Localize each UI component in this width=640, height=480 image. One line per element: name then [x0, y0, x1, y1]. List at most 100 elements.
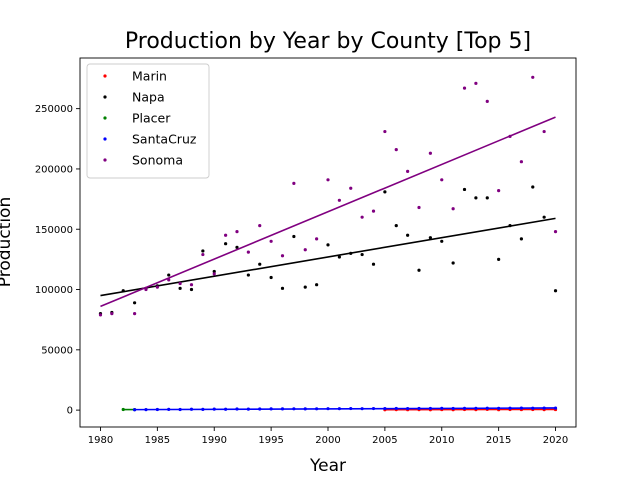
x-tick-label: 1980: [88, 435, 113, 446]
data-point-sonoma: [98, 313, 103, 317]
y-tick-label: 100000: [35, 285, 73, 296]
trend-line-napa: [100, 217, 556, 297]
data-point-napa: [360, 252, 364, 257]
data-point-sonoma: [144, 287, 148, 292]
data-point-napa: [178, 286, 182, 290]
data-point-napa: [542, 215, 546, 219]
trend-line-sonoma: [100, 116, 556, 308]
data-point-sonoma: [553, 230, 558, 234]
data-point-sonoma: [497, 189, 501, 193]
data-point-sonoma: [315, 237, 319, 241]
data-point-sonoma: [417, 205, 421, 210]
data-point-napa: [167, 273, 171, 277]
series-sonoma: [98, 75, 558, 317]
data-point-napa: [189, 287, 194, 292]
y-tick-label: 150000: [35, 225, 73, 236]
series-santacruz: [133, 406, 558, 412]
data-point-sonoma: [451, 207, 455, 211]
series-layer: [98, 75, 558, 412]
data-point-sonoma: [110, 312, 114, 316]
data-point-napa: [212, 269, 216, 274]
data-point-sonoma: [269, 239, 273, 243]
x-tick-label: 2000: [315, 435, 340, 446]
data-point-napa: [440, 239, 444, 243]
x-tick-label: 2005: [372, 435, 397, 446]
data-point-sonoma: [371, 209, 376, 213]
data-point-napa: [269, 275, 273, 280]
data-point-sonoma: [201, 252, 205, 257]
data-point-sonoma: [531, 75, 535, 79]
data-point-napa: [326, 243, 330, 247]
data-point-sonoma: [246, 250, 250, 254]
legend-label-marin: Marin: [132, 68, 167, 83]
data-point-napa: [462, 187, 467, 192]
data-point-napa: [553, 289, 558, 293]
x-axis-label: Year: [309, 456, 346, 476]
chart-title: Production by Year by County [Top 5]: [125, 29, 531, 54]
y-tick-label: 50000: [41, 345, 73, 356]
data-point-napa: [531, 185, 535, 189]
data-point-napa: [428, 236, 432, 240]
data-point-napa: [497, 257, 501, 261]
data-point-sonoma: [360, 215, 364, 219]
data-point-sonoma: [303, 248, 307, 252]
data-point-napa: [417, 268, 421, 272]
data-point-sonoma: [519, 160, 523, 164]
x-tick-label: 1990: [202, 435, 227, 446]
legend: Marin Napa Placer SantaCruz Sonoma: [86, 63, 210, 179]
data-point-napa: [383, 190, 387, 194]
data-point-napa: [258, 262, 262, 266]
x-tick-label: 1995: [258, 435, 283, 446]
data-point-napa: [201, 249, 205, 253]
data-point-napa: [337, 255, 341, 259]
legend-marker-marin: [103, 74, 107, 78]
data-point-sonoma: [542, 129, 546, 134]
data-point-sonoma: [292, 181, 296, 186]
tick-layer: 1980 1985 1990 1995 2000 2005 2010 2015 2020 0 500…: [35, 104, 568, 446]
data-point-napa: [485, 196, 489, 200]
data-point-sonoma: [337, 198, 341, 202]
data-point-napa: [280, 286, 285, 290]
data-point-napa: [292, 234, 296, 239]
data-point-sonoma: [349, 186, 353, 190]
data-point-sonoma: [280, 254, 285, 258]
data-point-napa: [133, 301, 137, 305]
legend-marker-santacruz: [103, 137, 107, 141]
data-point-sonoma: [178, 281, 182, 286]
data-point-napa: [224, 242, 228, 246]
data-point-sonoma: [212, 272, 216, 276]
data-point-sonoma: [326, 178, 330, 182]
y-tick-label: 0: [67, 406, 73, 417]
legend-label-napa: Napa: [132, 89, 165, 104]
data-point-sonoma: [485, 99, 489, 104]
data-point-sonoma: [474, 81, 478, 85]
data-point-napa: [474, 196, 478, 200]
data-point-napa: [235, 245, 239, 249]
legend-label-sonoma: Sonoma: [132, 152, 183, 167]
data-point-napa: [451, 261, 455, 265]
y-tick-label: 200000: [35, 165, 73, 176]
trend-line-santacruz: [134, 407, 556, 411]
data-point-sonoma: [440, 178, 444, 182]
data-point-sonoma: [406, 169, 410, 173]
data-point-sonoma: [383, 129, 387, 134]
data-point-napa: [246, 273, 250, 277]
data-point-sonoma: [189, 283, 194, 287]
legend-box: [86, 63, 210, 179]
legend-marker-sonoma: [103, 158, 107, 162]
data-point-sonoma: [258, 224, 262, 228]
data-point-sonoma: [155, 285, 159, 289]
x-tick-label: 2010: [429, 435, 454, 446]
data-point-sonoma: [462, 86, 467, 90]
data-point-napa: [303, 285, 307, 289]
plot-frame: [79, 57, 577, 428]
data-point-napa: [406, 233, 410, 237]
legend-marker-placer: [103, 116, 107, 120]
data-point-sonoma: [428, 151, 432, 155]
y-axis-label: Production: [0, 197, 15, 287]
legend-marker-napa: [103, 95, 107, 99]
data-point-sonoma: [394, 148, 398, 152]
x-tick-label: 1985: [145, 435, 170, 446]
data-point-sonoma: [235, 230, 239, 234]
